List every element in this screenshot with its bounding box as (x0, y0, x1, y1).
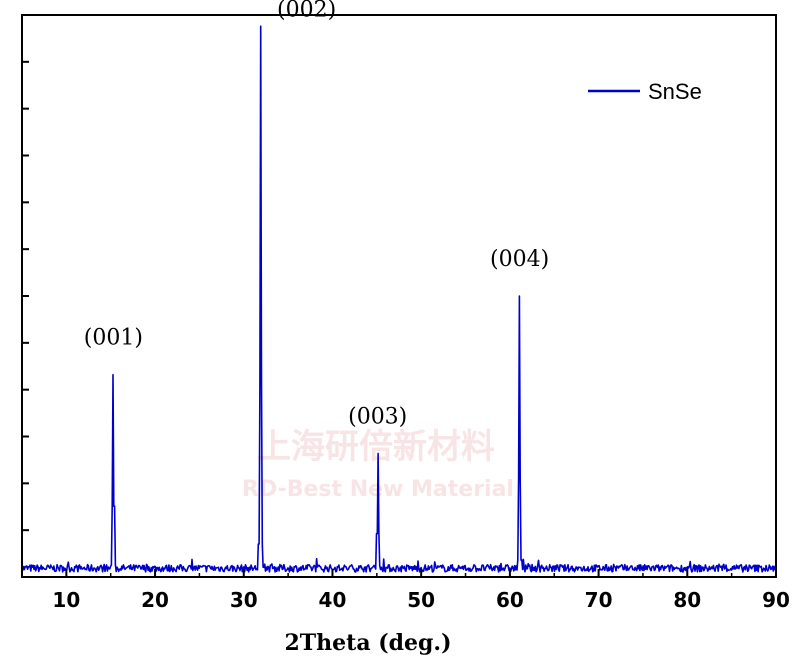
series-line-snse (21, 25, 777, 573)
peak-label: (001) (84, 326, 143, 351)
legend: SnSe (588, 79, 702, 104)
x-tick-label: 20 (141, 588, 169, 612)
x-axis-title: 2Theta (deg.) (285, 630, 452, 656)
peak-label: (003) (348, 404, 407, 429)
x-tick-label: 90 (762, 588, 790, 612)
x-tick-label: 80 (673, 588, 701, 612)
x-tick-label: 70 (585, 588, 613, 612)
peak-label: (002) (277, 0, 336, 22)
x-tick-label: 60 (496, 588, 524, 612)
axis-ticks: 10 20 30 40 50 60 70 80 90 (21, 60, 790, 612)
legend-label: SnSe (648, 79, 702, 104)
x-tick-label: 30 (230, 588, 258, 612)
peak-labels: (001) (002) (003) (004) (84, 0, 549, 429)
x-tick-label: 50 (407, 588, 435, 612)
peak-label: (004) (490, 247, 549, 272)
x-tick-label: 10 (52, 588, 80, 612)
watermark-cn: 上海研倍新材料 (257, 427, 495, 467)
x-tick-label: 40 (319, 588, 347, 612)
